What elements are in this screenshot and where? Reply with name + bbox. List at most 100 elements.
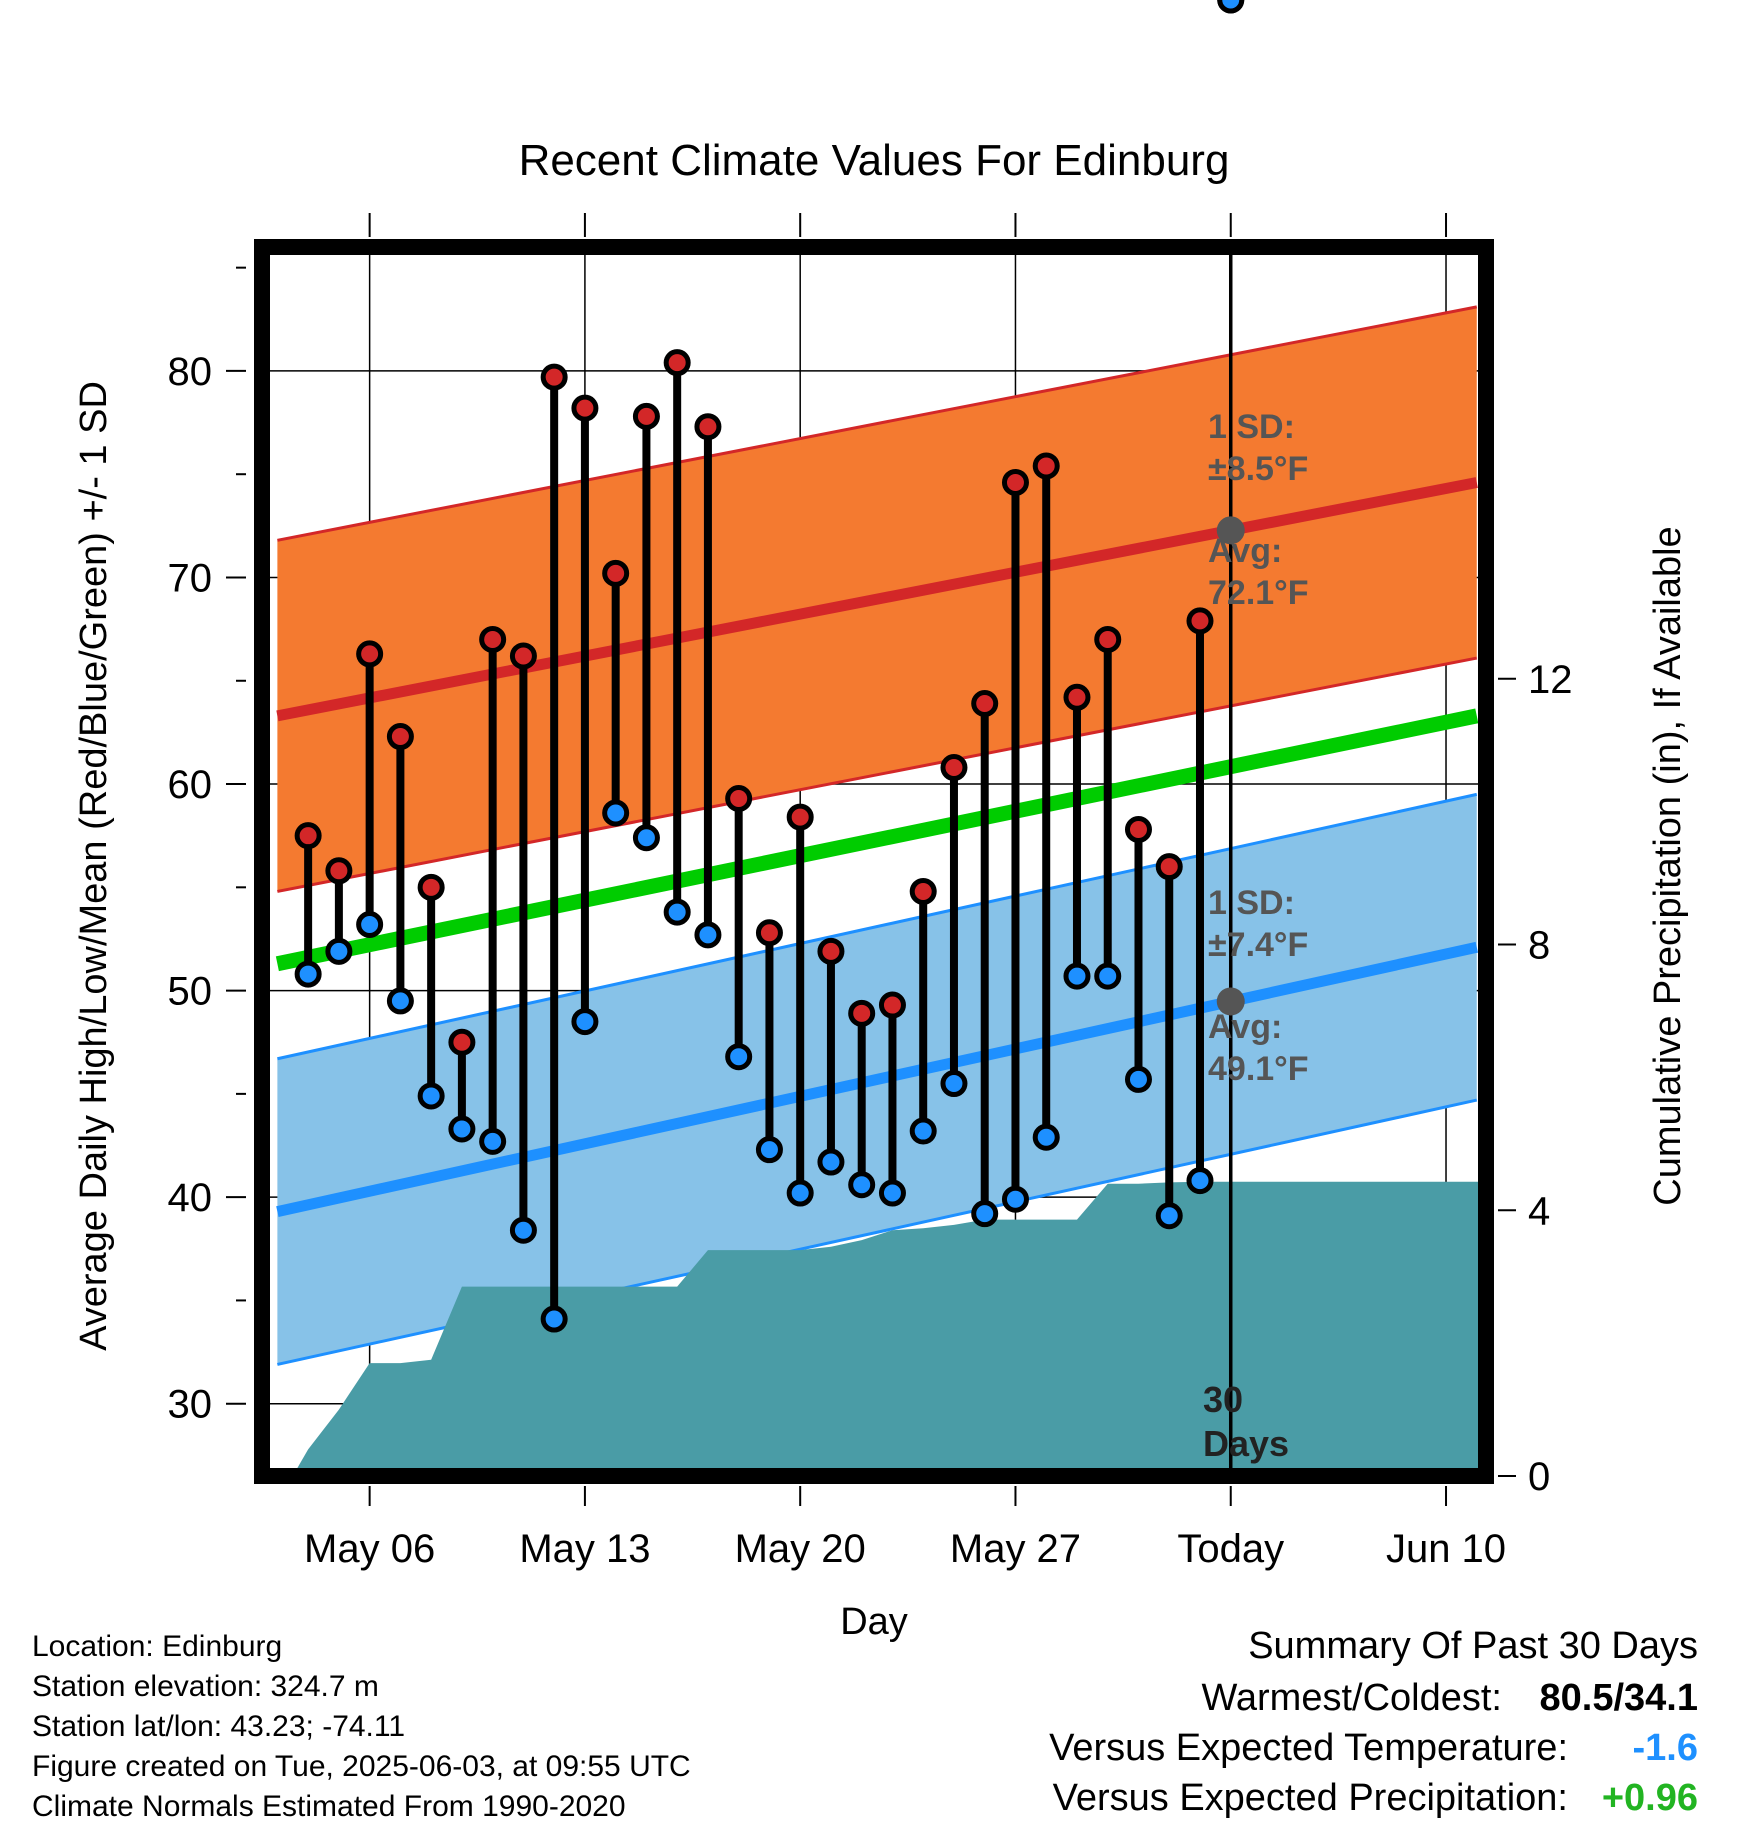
footer-latlon: Station lat/lon: 43.23; -74.11 <box>32 1710 406 1743</box>
y2-tick-label: 0 <box>1528 1455 1550 1499</box>
day-high-point <box>848 999 876 1027</box>
low-normal-line <box>276 941 1478 1217</box>
footer-normals: Climate Normals Estimated From 1990-2020 <box>32 1790 626 1823</box>
day-low-point <box>479 1127 507 1155</box>
high-avg-value: 72.1°F <box>1208 574 1309 612</box>
day-high-point <box>1124 815 1152 843</box>
day-low-point <box>1155 1202 1183 1230</box>
summary-title: Summary Of Past 30 Days <box>1248 1625 1698 1667</box>
summary-precip-value: +0.96 <box>1601 1777 1698 1819</box>
day-high-point <box>725 785 753 813</box>
y2-tick-label: 8 <box>1528 924 1550 968</box>
y2-tick-label: 4 <box>1528 1189 1550 1233</box>
x-tick-label: Jun 10 <box>1386 1527 1506 1571</box>
day-high-point <box>971 689 999 717</box>
day-high-point <box>694 413 722 441</box>
y-axis-label: Average Daily High/Low/Mean (Red/Blue/Gr… <box>73 381 115 1351</box>
day-low-point <box>1124 1065 1152 1093</box>
day-high-point <box>786 803 814 831</box>
today-high-avg-marker <box>1216 516 1245 545</box>
y-tick-label: 80 <box>168 350 213 394</box>
day-low-point <box>294 960 322 988</box>
summary-temp-label: Versus Expected Temperature: <box>1049 1727 1568 1769</box>
summary-precip-label: Versus Expected Precipitation: <box>1052 1777 1568 1819</box>
day-low-point <box>356 910 384 938</box>
day-low-point <box>540 1305 568 1333</box>
chart-title: Recent Climate Values For Edinburg <box>519 136 1230 185</box>
precip-area <box>292 1181 1486 1476</box>
y-tick-label: 70 <box>168 556 213 600</box>
day-low-point <box>571 1008 599 1036</box>
y2-axis-label: Cumulative Precipitation (in), If Availa… <box>1647 526 1689 1205</box>
x-tick-label: May 06 <box>304 1527 435 1571</box>
day-high-point <box>509 642 537 670</box>
day-low-point <box>509 1216 537 1244</box>
day-low-point <box>448 1115 476 1143</box>
day-low-point <box>1186 1167 1214 1195</box>
footer-elevation: Station elevation: 324.7 m <box>32 1670 379 1703</box>
day-high-point <box>755 919 783 947</box>
day-low-point <box>909 1117 937 1145</box>
day-high-point <box>448 1028 476 1056</box>
summary-temp-value: -1.6 <box>1632 1727 1698 1769</box>
day-high-point <box>386 723 414 751</box>
day-high-point <box>878 991 906 1019</box>
high-avg-label: Avg: <box>1208 532 1282 570</box>
day-high-point <box>663 349 691 377</box>
summary-warm-label: Warmest/Coldest: <box>1201 1677 1502 1719</box>
x-tick-label: May 27 <box>950 1527 1081 1571</box>
days-count-number: 30 <box>1203 1379 1243 1420</box>
day-high-point <box>325 857 353 885</box>
day-high-point <box>1032 452 1060 480</box>
plot-frame <box>254 239 1494 1484</box>
day-low-point <box>1063 962 1091 990</box>
day-low-point <box>878 1179 906 1207</box>
low-sd-label: 1 SD: <box>1208 884 1295 922</box>
day-high-point <box>294 822 322 850</box>
day-low-point <box>386 987 414 1015</box>
day-low-point <box>755 1136 783 1164</box>
day-high-point <box>540 363 568 391</box>
y-tick-label: 50 <box>168 970 213 1014</box>
day-low-point <box>663 898 691 926</box>
high-sd-band-lower-edge <box>277 656 1478 893</box>
day-low-point <box>817 1148 845 1176</box>
footer-created: Figure created on Tue, 2025-06-03, at 09… <box>32 1750 691 1783</box>
day-low-point <box>602 799 630 827</box>
day-low-point <box>971 1200 999 1228</box>
high-normal-line <box>276 477 1478 722</box>
day-high-point <box>356 640 384 668</box>
footer-location: Location: Edinburg <box>32 1630 283 1663</box>
days-count-word: Days <box>1203 1423 1289 1464</box>
y-tick-label: 30 <box>168 1383 213 1427</box>
x-tick-label: May 20 <box>735 1527 866 1571</box>
day-low-point <box>694 921 722 949</box>
high-sd-band-upper-edge <box>277 305 1478 542</box>
day-low-point <box>1094 962 1122 990</box>
low-avg-value: 49.1°F <box>1208 1050 1309 1088</box>
day-high-point <box>479 625 507 653</box>
day-low-point <box>1217 0 1245 14</box>
day-low-point <box>1001 1185 1029 1213</box>
high-sd-label: 1 SD: <box>1208 408 1295 446</box>
mean-normal-line <box>275 708 1479 972</box>
low-sd-band-upper-edge <box>277 792 1478 1061</box>
day-low-point <box>940 1070 968 1098</box>
day-low-point <box>786 1179 814 1207</box>
x-tick-label: May 13 <box>519 1527 650 1571</box>
day-high-point <box>1155 853 1183 881</box>
x-tick-label: Today <box>1177 1527 1284 1571</box>
day-high-point <box>602 559 630 587</box>
day-low-point <box>325 937 353 965</box>
day-high-point <box>940 754 968 782</box>
day-low-point <box>1032 1123 1060 1151</box>
day-high-point <box>1094 625 1122 653</box>
day-high-point <box>1001 468 1029 496</box>
day-high-point <box>417 873 445 901</box>
day-high-point <box>1186 607 1214 635</box>
y-tick-label: 40 <box>168 1176 213 1220</box>
low-sd-value: ±7.4°F <box>1208 926 1308 964</box>
day-low-point <box>848 1171 876 1199</box>
high-sd-value: ±8.5°F <box>1208 450 1308 488</box>
